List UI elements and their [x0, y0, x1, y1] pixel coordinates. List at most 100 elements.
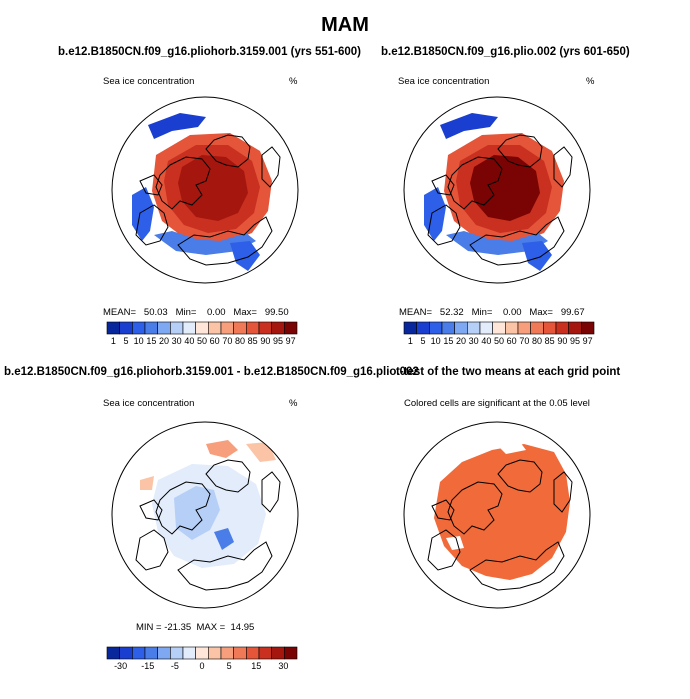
colorbar-box: [233, 321, 247, 335]
colorbar-box: [441, 321, 455, 335]
colorbar-tick-label: 20: [456, 336, 466, 346]
panel-2-polar-map: [403, 96, 591, 284]
coastline-scandinavia: [261, 146, 281, 188]
colorbar-tick-label: 50: [197, 336, 207, 346]
colorbar-box: [182, 646, 196, 660]
panel-3-stats: MIN = -21.35 MAX = 14.95: [136, 622, 255, 633]
map-boundary-circle: [111, 96, 299, 284]
coastline-alaska: [135, 204, 169, 246]
coastline-scandinavia: [553, 146, 573, 188]
panel-2-units-label: %: [586, 76, 595, 87]
coastline-alaska: [427, 529, 461, 571]
panel-3-title: b.e12.B1850CN.f09_g16.pliohorb.3159.001 …: [4, 366, 419, 378]
coastline-siberia: [469, 216, 565, 266]
significant-cells: [434, 444, 570, 580]
colorbar-box: [132, 646, 146, 660]
colorbar-box: [170, 321, 184, 335]
colorbar-box: [106, 321, 120, 335]
colorbar-box: [119, 321, 133, 335]
coastline-siberia: [177, 541, 273, 591]
colorbar-box: [220, 646, 234, 660]
coastline-hudson: [139, 174, 163, 196]
colorbar-box: [403, 321, 417, 335]
map-boundary-circle: [111, 421, 299, 609]
coastline-hudson: [139, 499, 163, 521]
coastline-canada: [155, 481, 211, 535]
colorbar-box: [284, 646, 298, 660]
colorbar-tick-label: 10: [134, 336, 144, 346]
coastline-siberia: [177, 216, 273, 266]
diff-field-positive-3: [140, 476, 154, 490]
colorbar-tick-label: 97: [286, 336, 296, 346]
coastline-hudson: [431, 499, 455, 521]
ice-field-core: [178, 155, 248, 221]
coastline-scandinavia: [553, 471, 573, 513]
coastline-canada: [447, 156, 503, 210]
colorbar-box: [157, 321, 171, 335]
ice-edge-atlantic: [440, 113, 498, 139]
colorbar-tick-label: 10: [431, 336, 441, 346]
colorbar-box: [220, 321, 234, 335]
coastline-greenland: [497, 459, 543, 493]
map-field: [112, 97, 298, 283]
panel-3-polar-map: [111, 421, 299, 609]
colorbar-box: [233, 646, 247, 660]
colorbar-box: [195, 321, 209, 335]
colorbar-tick-label: 40: [481, 336, 491, 346]
colorbar-box: [454, 321, 468, 335]
coastline-alaska: [135, 529, 169, 571]
colorbar-tick-label: 80: [235, 336, 245, 346]
coastline-siberia: [469, 541, 565, 591]
coastline-greenland: [205, 134, 251, 168]
colorbar-box: [568, 321, 582, 335]
colorbar-box: [555, 321, 569, 335]
colorbar-tick-label: 15: [146, 336, 156, 346]
colorbar-tick-label: 1: [111, 336, 116, 346]
panel-2-title: b.e12.B1850CN.f09_g16.plio.002 (yrs 601-…: [381, 46, 630, 58]
colorbar-tick-label: 70: [519, 336, 529, 346]
panel-3-units-label: %: [289, 398, 298, 409]
colorbar-tick-label: 90: [260, 336, 270, 346]
colorbar-box: [208, 646, 222, 660]
panel-2-stats: MEAN= 52.32 Min= 0.00 Max= 99.67: [399, 307, 585, 318]
figure-title: MAM: [321, 14, 369, 36]
colorbar-tick-label: 0: [199, 661, 204, 671]
colorbar-tick-label: -15: [141, 661, 154, 671]
colorbar-box: [284, 321, 298, 335]
coastline-hudson: [431, 174, 455, 196]
map-field: [404, 422, 590, 608]
colorbar-box: [258, 321, 272, 335]
colorbar-box: [144, 321, 158, 335]
colorbar-box: [246, 646, 260, 660]
coastline-scandinavia: [261, 471, 281, 513]
colorbar-tick-label: 60: [507, 336, 517, 346]
colorbar-tick-label: -5: [171, 661, 179, 671]
colorbar-tick-label: 95: [570, 336, 580, 346]
colorbar-box: [195, 646, 209, 660]
colorbar-tick-label: 15: [251, 661, 261, 671]
colorbar-tick-label: 95: [273, 336, 283, 346]
colorbar-tick-label: 5: [420, 336, 425, 346]
diff-field-positive-1: [206, 440, 238, 458]
colorbar-box: [416, 321, 430, 335]
colorbar-tick-label: 5: [123, 336, 128, 346]
colorbar-tick-label: 15: [443, 336, 453, 346]
panel-2-variable-label: Sea ice concentration: [398, 76, 490, 87]
colorbar-box: [517, 321, 531, 335]
diff-field-negative-2: [214, 528, 234, 550]
colorbar-box: [170, 646, 184, 660]
coastline-greenland: [205, 459, 251, 493]
colorbar-box: [271, 321, 285, 335]
colorbar-box: [505, 321, 519, 335]
panel-4-subtitle: Colored cells are significant at the 0.0…: [404, 398, 590, 409]
map-boundary-circle: [403, 421, 591, 609]
colorbar-box: [182, 321, 196, 335]
colorbar-tick-label: 1: [408, 336, 413, 346]
coastline-canada: [447, 481, 503, 535]
ice-field-core: [470, 155, 540, 221]
panel-3-variable-label: Sea ice concentration: [103, 398, 195, 409]
nonsignificant-hole-2: [446, 536, 464, 550]
ice-edge-barents: [230, 241, 260, 271]
panel-4-polar-map: [403, 421, 591, 609]
panel-4-title: t-test of the two means at each grid poi…: [396, 366, 621, 378]
